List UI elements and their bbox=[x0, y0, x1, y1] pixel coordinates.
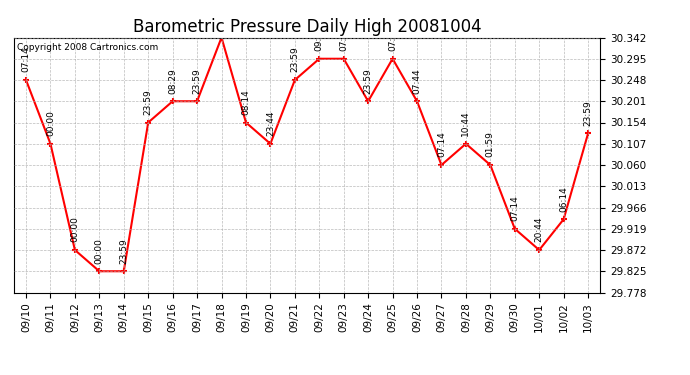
Text: 07:14: 07:14 bbox=[511, 195, 520, 221]
Text: 08:14: 08:14 bbox=[241, 89, 250, 115]
Text: 07:14: 07:14 bbox=[21, 46, 30, 72]
Text: 07:29: 07:29 bbox=[339, 26, 348, 51]
Text: 23:59: 23:59 bbox=[144, 89, 152, 115]
Text: 23:44: 23:44 bbox=[266, 111, 275, 136]
Text: 10:44: 10:44 bbox=[462, 111, 471, 136]
Text: 07:14: 07:14 bbox=[388, 26, 397, 51]
Title: Barometric Pressure Daily High 20081004: Barometric Pressure Daily High 20081004 bbox=[132, 18, 482, 36]
Text: 23:59: 23:59 bbox=[290, 46, 299, 72]
Text: Copyright 2008 Cartronics.com: Copyright 2008 Cartronics.com bbox=[17, 43, 158, 52]
Text: 00:00: 00:00 bbox=[46, 110, 55, 136]
Text: 23:59: 23:59 bbox=[119, 238, 128, 264]
Text: 23:59: 23:59 bbox=[193, 68, 201, 94]
Text: 01:59: 01:59 bbox=[486, 132, 495, 158]
Text: 07:14: 07:14 bbox=[437, 132, 446, 158]
Text: 20:44: 20:44 bbox=[535, 217, 544, 242]
Text: 07:44: 07:44 bbox=[413, 68, 422, 94]
Text: 06:14: 06:14 bbox=[559, 186, 568, 211]
Text: 23:59: 23:59 bbox=[584, 100, 593, 126]
Text: 00:00: 00:00 bbox=[95, 238, 103, 264]
Text: 10:59: 10:59 bbox=[217, 4, 226, 30]
Text: 23:59: 23:59 bbox=[364, 68, 373, 94]
Text: 09:59: 09:59 bbox=[315, 25, 324, 51]
Text: 08:29: 08:29 bbox=[168, 68, 177, 94]
Text: 00:00: 00:00 bbox=[70, 216, 79, 242]
